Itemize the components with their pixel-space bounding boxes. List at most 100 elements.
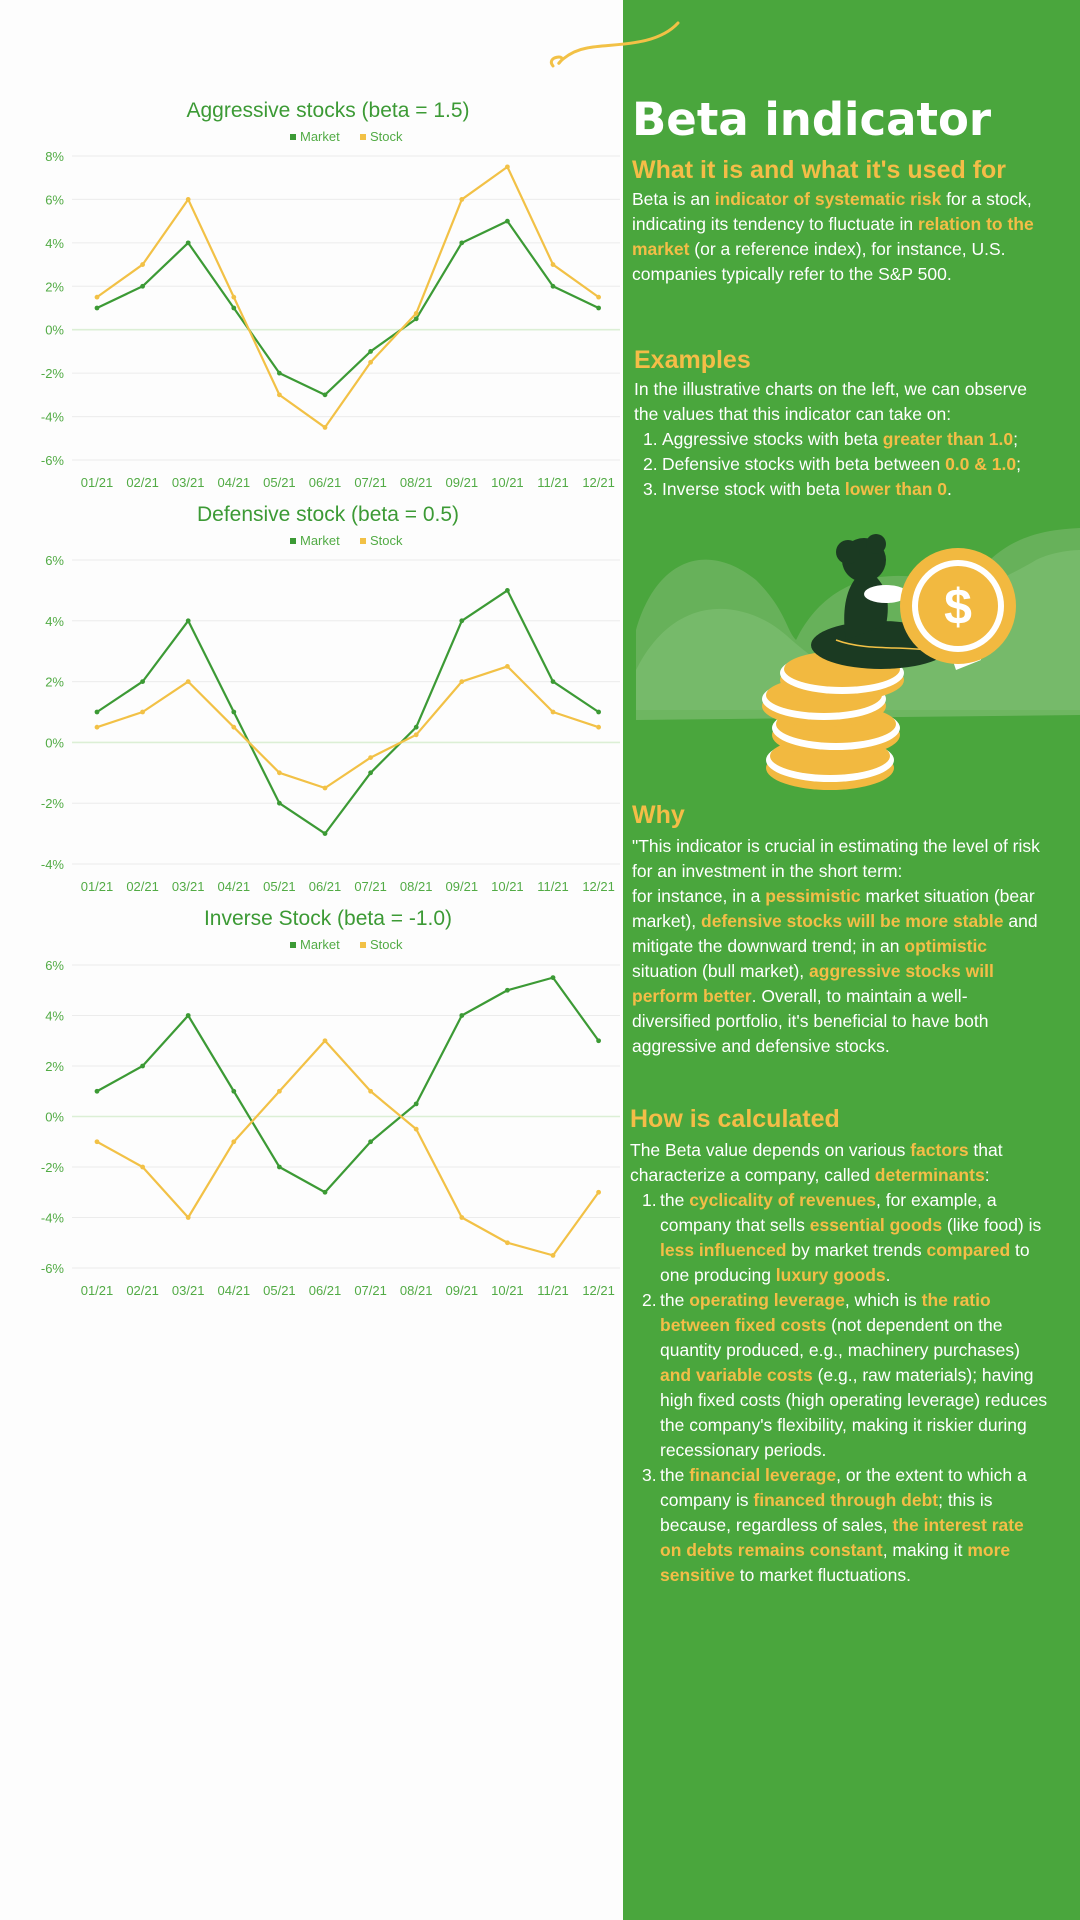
series-line-market [96, 589, 600, 835]
x-tick-label: 08/21 [400, 475, 433, 490]
data-point-stock [94, 724, 100, 730]
section-heading-why: Why [632, 801, 685, 829]
data-point-market [231, 305, 237, 311]
data-point-stock [368, 359, 373, 365]
x-tick-label: 05/21 [263, 475, 296, 490]
x-tick-label: 01/21 [81, 879, 114, 894]
section-heading-what: What it is and what it's used for [632, 156, 1007, 184]
chart-title: Inverse Stock (beta = -1.0) [204, 907, 452, 930]
data-point-market [596, 1038, 601, 1044]
list-item: 2. Defensive stocks with beta between 0.0… [643, 454, 1021, 474]
x-tick-label: 07/21 [354, 879, 387, 894]
section-body-calculated: The Beta value depends on various factor… [630, 1138, 1048, 1588]
x-tick-label: 06/21 [309, 879, 342, 894]
data-point-stock [322, 785, 328, 791]
data-point-market [185, 618, 191, 624]
x-tick-label: 02/21 [126, 879, 159, 894]
y-tick-label: 6% [45, 192, 64, 207]
x-tick-label: 12/21 [582, 475, 615, 490]
data-point-market [231, 1088, 237, 1094]
data-point-market [596, 709, 601, 715]
x-tick-label: 05/21 [263, 879, 296, 894]
data-point-market [550, 975, 556, 981]
y-tick-label: 4% [45, 236, 64, 251]
svg-text:$: $ [944, 579, 972, 635]
section-heading-calculated: How is calculated [630, 1105, 840, 1133]
data-point-stock [459, 679, 465, 684]
data-point-market [140, 283, 146, 289]
y-tick-label: 2% [45, 279, 64, 294]
series-line-stock [96, 165, 600, 429]
section-body-what: Beta is an indicator of systematic risk … [632, 187, 1042, 287]
series-line-stock [96, 665, 599, 790]
section-body-why: "This indicator is crucial in estimating… [632, 834, 1042, 1059]
data-point-market [368, 349, 373, 354]
page-title: Beta indicator [632, 93, 992, 146]
data-point-stock [368, 1088, 373, 1094]
y-tick-label: 0% [45, 323, 64, 338]
x-tick-label: 11/21 [537, 1283, 569, 1298]
x-tick-label: 04/21 [218, 1283, 251, 1298]
data-point-market [322, 392, 328, 398]
data-point-market [413, 316, 419, 322]
paragraph: The Beta value depends on various factor… [630, 1140, 1003, 1185]
data-point-stock [140, 1164, 146, 1170]
x-tick-label: 10/21 [491, 475, 524, 490]
data-point-stock [185, 679, 191, 684]
chart-title: Defensive stock (beta = 0.5) [197, 503, 459, 526]
x-tick-label: 01/21 [81, 1283, 114, 1298]
data-point-stock [368, 755, 373, 760]
data-point-stock [413, 311, 419, 316]
data-point-stock [550, 262, 556, 267]
y-tick-label: 6% [45, 553, 64, 568]
x-tick-label: 03/21 [172, 475, 205, 490]
data-point-market [277, 1164, 282, 1170]
legend-swatch-stock [360, 942, 366, 948]
paragraph: "This indicator is crucial in estimating… [632, 836, 1040, 881]
chart-legend: Market Stock [290, 533, 403, 548]
data-point-stock [505, 164, 510, 170]
y-tick-label: 0% [45, 1110, 64, 1125]
x-tick-label: 01/21 [81, 475, 114, 490]
x-tick-label: 09/21 [446, 475, 479, 490]
coin-stack [762, 651, 904, 790]
section-body-examples: In the illustrative charts on the left, … [634, 377, 1044, 502]
y-tick-label: -2% [41, 1160, 65, 1175]
data-point-market [94, 305, 100, 311]
data-point-stock [322, 425, 328, 430]
list-item: 2. the operating leverage, which is the r… [642, 1290, 1048, 1460]
data-point-market [277, 370, 282, 376]
y-tick-label: 4% [45, 1009, 64, 1024]
data-point-market [459, 618, 465, 624]
data-point-stock [505, 664, 510, 669]
chart-title: Aggressive stocks (beta = 1.5) [186, 99, 469, 122]
x-tick-label: 02/21 [126, 475, 159, 490]
x-tick-label: 12/21 [582, 879, 615, 894]
x-tick-label: 10/21 [491, 879, 524, 894]
data-point-stock [140, 709, 146, 715]
series-line-stock [96, 1039, 600, 1257]
data-point-market [94, 709, 100, 715]
data-point-stock [596, 1189, 601, 1195]
data-point-stock [413, 1126, 419, 1132]
data-point-stock [596, 724, 601, 730]
data-point-market [140, 1063, 146, 1069]
chart-legend: Market Stock [290, 937, 403, 952]
y-tick-label: 0% [45, 735, 64, 750]
data-point-stock [322, 1038, 328, 1044]
x-tick-label: 06/21 [309, 1283, 342, 1298]
legend-label-market: Market [300, 129, 340, 144]
x-tick-label: 07/21 [354, 1283, 387, 1298]
data-point-market [505, 588, 510, 593]
y-tick-label: -2% [41, 796, 65, 811]
series-line-market [96, 976, 600, 1194]
legend-label-stock: Stock [370, 129, 403, 144]
coin-stack-illustration: $ [636, 528, 1080, 790]
data-point-market [185, 240, 191, 246]
data-point-market [413, 724, 419, 730]
data-point-market [94, 1088, 100, 1094]
list-item: 3. Inverse stock with beta lower than 0. [643, 479, 952, 499]
x-tick-label: 03/21 [172, 1283, 205, 1298]
y-tick-label: -2% [41, 366, 65, 381]
data-point-market [231, 709, 237, 715]
